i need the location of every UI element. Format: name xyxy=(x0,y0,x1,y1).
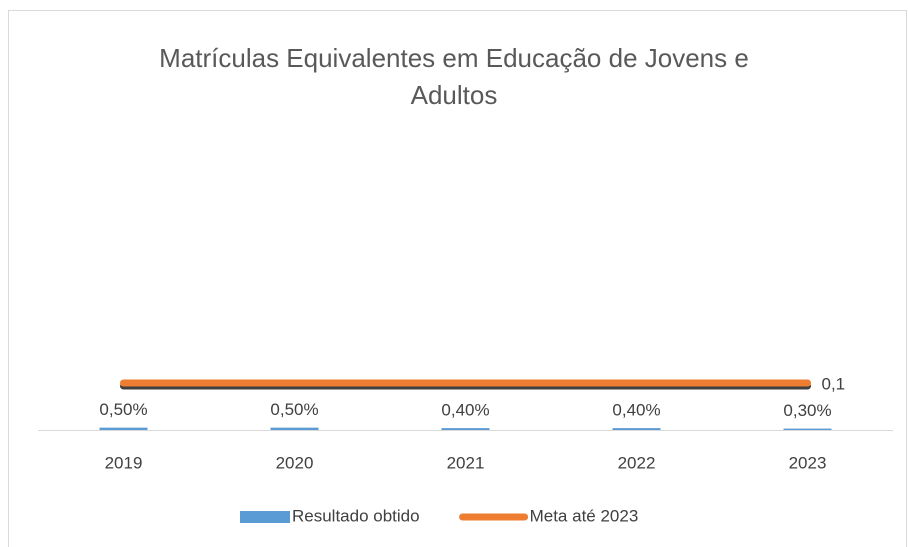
data-label: 0,40% xyxy=(612,401,660,420)
legend-label: Meta até 2023 xyxy=(530,506,639,525)
data-label: 0,40% xyxy=(441,401,489,420)
data-label: 0,1 xyxy=(822,374,846,393)
x-tick-label: 2023 xyxy=(789,453,827,472)
bar xyxy=(99,427,148,430)
bar xyxy=(612,428,661,430)
x-tick-label: 2022 xyxy=(618,453,656,472)
x-tick-label: 2021 xyxy=(447,453,485,472)
chart-border xyxy=(8,10,907,547)
x-tick-label: 2020 xyxy=(276,453,314,472)
legend-label: Resultado obtido xyxy=(292,506,420,525)
x-tick-label: 2019 xyxy=(105,453,143,472)
bar xyxy=(783,428,832,430)
bar xyxy=(441,428,490,430)
data-label: 0,50% xyxy=(99,400,147,419)
chart-title: Matrículas Equivalentes em Educação de J… xyxy=(159,43,749,110)
legend-swatch xyxy=(240,511,290,523)
data-label: 0,50% xyxy=(270,400,318,419)
bar xyxy=(270,427,319,430)
data-label: 0,30% xyxy=(783,401,831,420)
